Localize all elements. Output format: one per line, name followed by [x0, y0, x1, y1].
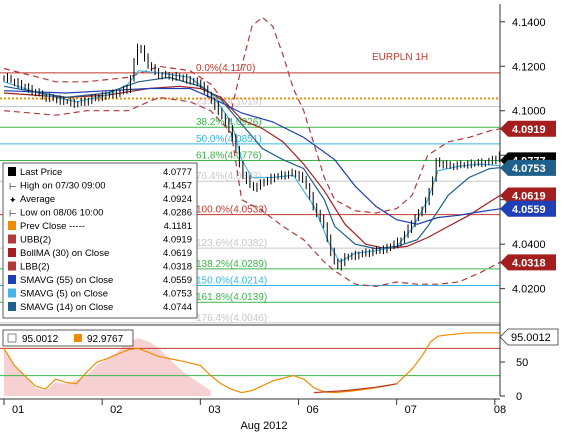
price-tag-label: 4.0559: [512, 204, 546, 216]
oscillator-panel: [0, 332, 500, 396]
legend-swatch-white: [7, 333, 17, 343]
legend-label: SMAVG (5) on Close: [20, 289, 108, 300]
price-legend: Last Price 4.0777⊢ High on 07/30 09:00 4.14…: [2, 162, 198, 319]
legend-label: SMAVG (14) on Close: [20, 302, 113, 313]
oscillator-shaded-area: [4, 338, 211, 396]
legend-value: 4.0318: [163, 262, 192, 273]
fib-label: 50.0%(4.0851): [196, 134, 262, 145]
legend-value: 4.0559: [163, 275, 192, 286]
x-tick-label: 01: [12, 404, 24, 416]
legend-value: 4.0919: [163, 235, 192, 246]
legend-swatch: [8, 221, 16, 230]
price-tick-label: 4.1200: [512, 61, 546, 73]
legend-swatch: [8, 275, 16, 284]
legend-label: UBB(2): [20, 235, 51, 246]
oscillator-legend-value-1: 95.0012: [22, 334, 59, 345]
x-tick-label: 07: [405, 404, 417, 416]
legend-value: 4.0777: [163, 167, 192, 178]
price-tag-label: 4.0919: [512, 124, 546, 136]
legend-label: LBB(2): [20, 262, 50, 273]
oscillator-line-1: [313, 383, 397, 394]
legend-value: 4.0744: [163, 302, 192, 313]
fib-label: 0.0%(4.1170): [196, 63, 255, 74]
fib-label: 150.0%(4.0214): [196, 276, 267, 287]
fib-label: 161.8%(4.0139): [196, 292, 267, 303]
price-tag: [500, 254, 556, 271]
x-tick-label: 03: [208, 404, 220, 416]
price-tick-label: 4.1400: [512, 17, 546, 29]
series-line-1: [3, 96, 501, 288]
price-series: [3, 43, 500, 271]
x-tick-label: 06: [307, 404, 319, 416]
legend-label: High on 07/30 09:00: [20, 181, 106, 192]
price-tag: [500, 159, 556, 176]
oscillator-legend: 95.0012 92.9767: [2, 329, 134, 347]
legend-swatch-orange: [74, 334, 82, 342]
series-line-0: [3, 16, 501, 214]
legend-label: SMAVG (55) on Close: [20, 275, 113, 286]
chart-title: EURPLN 1H: [372, 52, 428, 63]
x-axis-period-label: Aug 2012: [240, 420, 287, 432]
legend-label: Last Price: [20, 167, 62, 178]
legend-label: Prev Close -----: [20, 221, 85, 232]
legend-marker: ✦: [9, 195, 17, 205]
fib-label: 176.4%(4.0046): [196, 313, 267, 324]
fib-label: 76.4%(4.0683): [196, 171, 262, 182]
x-axis: Aug 2012 01 02 03 06 07 08: [0, 398, 506, 432]
price-tag: [500, 187, 556, 204]
series-line-3: [3, 87, 501, 225]
legend-value: 4.0286: [163, 208, 192, 219]
legend-value: 4.0753: [163, 289, 192, 300]
legend-value: 4.1457: [163, 181, 192, 192]
legend-value: 4.0619: [163, 248, 192, 259]
fib-label: 61.8%(4.0776): [196, 151, 262, 162]
price-tag: [500, 120, 556, 137]
price-tick-label: 4.0200: [512, 284, 546, 296]
legend-value: 4.0924: [163, 194, 192, 205]
oscillator-axis: 50 0 95.0012: [499, 328, 559, 403]
price-tick-label: 4.0400: [512, 239, 546, 251]
fib-label: 23.6%(4.1019): [196, 97, 262, 108]
x-tick-label: 02: [110, 404, 122, 416]
fib-label: 123.6%(4.0382): [196, 238, 267, 249]
price-tag-label: 4.0753: [512, 163, 546, 175]
indicator-lines: [3, 16, 501, 288]
price-tag: [500, 200, 556, 217]
fib-label: 138.2%(4.0289): [196, 259, 267, 270]
oscillator-tick-label: 0: [516, 391, 522, 403]
oscillator-value-tag-label: 95.0012: [511, 332, 551, 344]
oscillator-legend-value-2: 92.9767: [87, 334, 124, 345]
legend-swatch: [8, 302, 16, 311]
price-axis: 4.1400 4.1200 4.1000 4.0400 4.0200 4.0919 4.07…: [500, 17, 556, 296]
legend-swatch: [8, 248, 16, 257]
legend-swatch: [8, 234, 16, 244]
legend-swatch: [8, 167, 16, 176]
series-line-2: [3, 85, 501, 250]
legend-swatch: [8, 261, 16, 271]
legend-label: Average: [20, 194, 55, 205]
x-tick-label: 08: [494, 404, 506, 416]
oscillator-line-0: [3, 332, 500, 394]
oscillator-tick-label: 50: [516, 357, 528, 369]
legend-label: BollMA (30) on Close: [20, 248, 109, 259]
legend-swatch: [8, 288, 16, 298]
legend-marker: ⊢: [9, 209, 17, 219]
price-tag-label: 4.0619: [512, 190, 546, 202]
series-line-5: [3, 76, 501, 250]
oscillator-legend-box: [2, 329, 134, 347]
legend-label: Low on 08/06 10:00: [20, 208, 103, 219]
price-tag-label: 4.0318: [512, 257, 546, 269]
price-tick-label: 4.1000: [512, 106, 546, 118]
legend-box: [2, 162, 198, 319]
legend-marker: ⊢: [9, 182, 17, 192]
fib-label: 100.0%(4.0533): [196, 205, 267, 216]
legend-value: 4.1181: [164, 221, 192, 232]
oscillator-value-tag: [499, 328, 559, 346]
